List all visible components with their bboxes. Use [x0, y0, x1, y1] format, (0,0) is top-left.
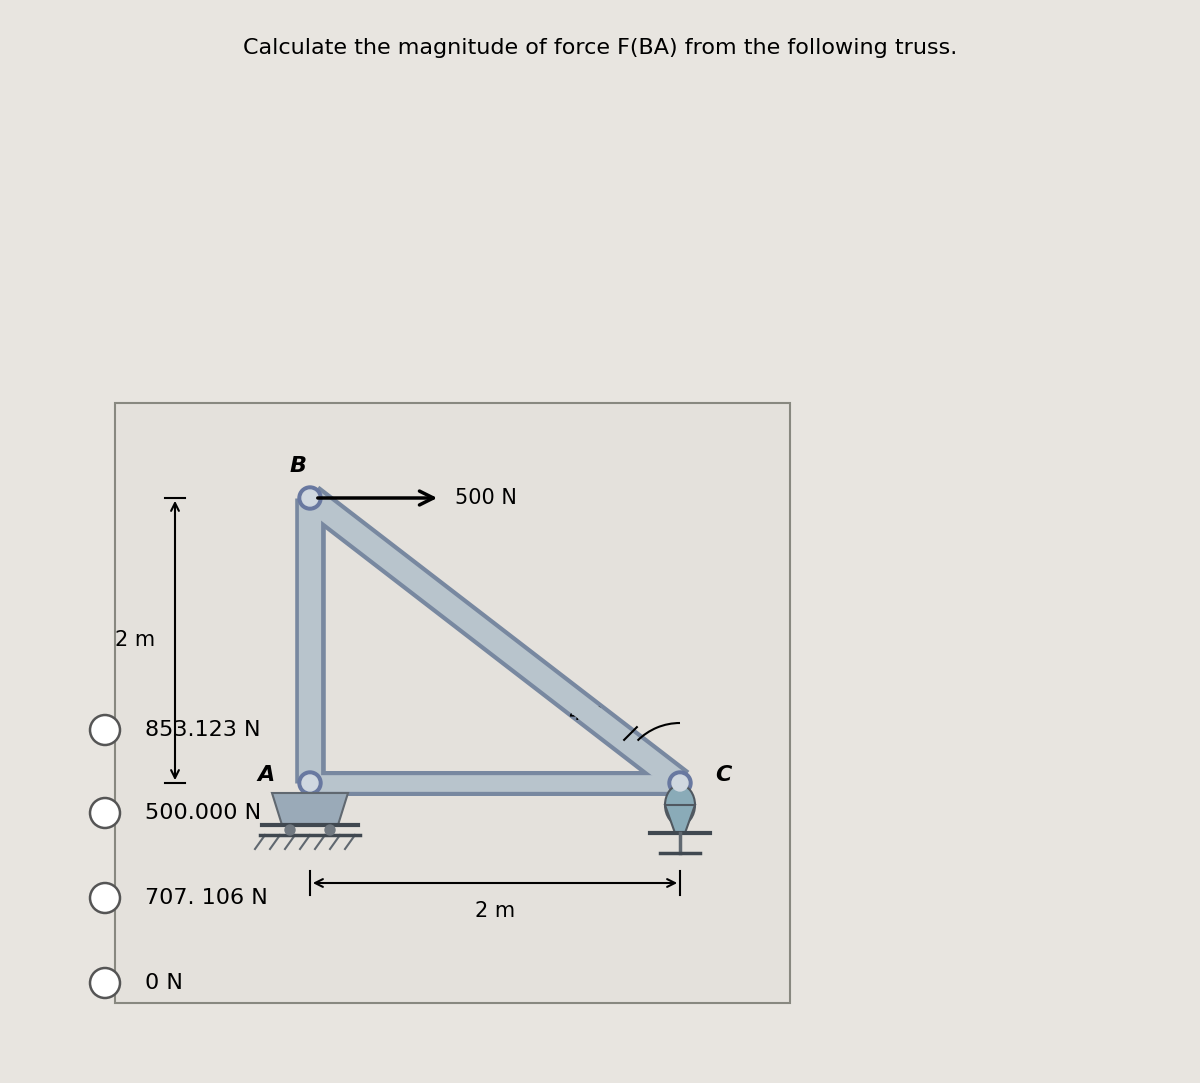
- Text: 0 N: 0 N: [145, 973, 182, 993]
- Text: 500.000 N: 500.000 N: [145, 803, 262, 823]
- Bar: [115, 403, 790, 1003]
- Text: B: B: [289, 456, 306, 477]
- Text: A: A: [258, 765, 275, 785]
- Circle shape: [302, 775, 318, 791]
- Text: C: C: [715, 765, 731, 785]
- Text: 500 N: 500 N: [455, 488, 517, 508]
- Polygon shape: [665, 805, 695, 833]
- Circle shape: [302, 490, 318, 506]
- Circle shape: [298, 486, 322, 510]
- Text: 707. 106 N: 707. 106 N: [145, 888, 268, 908]
- Ellipse shape: [665, 785, 695, 825]
- Text: 2 m: 2 m: [475, 901, 515, 921]
- Circle shape: [90, 883, 120, 913]
- Circle shape: [286, 825, 295, 835]
- Text: 2 m: 2 m: [115, 630, 155, 651]
- Circle shape: [672, 775, 688, 791]
- Circle shape: [668, 771, 692, 795]
- Circle shape: [325, 825, 335, 835]
- Polygon shape: [272, 793, 348, 825]
- Text: 853.123 N: 853.123 N: [145, 720, 260, 740]
- Circle shape: [298, 771, 322, 795]
- Circle shape: [90, 798, 120, 828]
- Circle shape: [90, 715, 120, 745]
- Text: Calculate the magnitude of force F(BA) from the following truss.: Calculate the magnitude of force F(BA) f…: [242, 38, 958, 58]
- Circle shape: [90, 968, 120, 999]
- Text: 45°: 45°: [568, 705, 602, 725]
